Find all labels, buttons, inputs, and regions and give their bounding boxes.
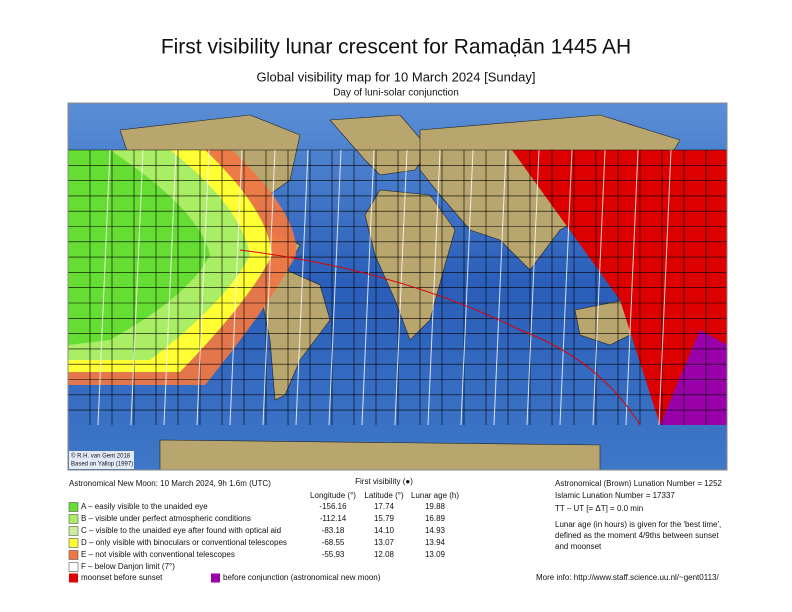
right-info: TT – UT [= ΔT] = 0.0 min <box>555 504 643 513</box>
legend-label: B – visible under perfect atmospheric co… <box>81 514 251 523</box>
meridian <box>658 149 672 426</box>
more-info: More info: http://www.staff.science.uu.n… <box>536 573 719 582</box>
legend-swatch <box>68 550 79 560</box>
credit: © R.H. van Gent 2018 <box>71 453 131 460</box>
meridian <box>229 149 243 426</box>
legend-label: C – visible to the unaided eye after fou… <box>81 526 281 535</box>
legend-label: F – below Danjon limit (7°) <box>81 562 175 571</box>
note: defined as the moment 4/9ths between sun… <box>555 531 719 540</box>
legend: A – easily visible to the unaided eye -15… <box>68 502 446 583</box>
legend-value: -68.55 <box>322 538 345 547</box>
meridian <box>163 149 177 426</box>
legend-label: D – only visible with binoculars or conv… <box>81 538 287 547</box>
legend-value: -112.14 <box>320 514 347 523</box>
meridian <box>97 149 111 426</box>
meridian <box>196 149 210 426</box>
legend-value: 12.08 <box>374 550 395 559</box>
note: and moonset <box>555 542 602 551</box>
legend-label: moonset before sunset <box>81 573 163 582</box>
meridian <box>361 149 375 426</box>
new-moon: Astronomical New Moon: 10 March 2024, 9h… <box>69 479 271 488</box>
legend-value: -156.16 <box>319 502 347 511</box>
note: Lunar age (in hours) is given for the 'b… <box>555 520 721 529</box>
legend-label: E – not visible with conventional telesc… <box>81 550 235 559</box>
title: First visibility lunar crescent for Rama… <box>161 36 631 59</box>
map: © R.H. van Gent 2018 Based on Yallop (19… <box>67 102 728 471</box>
legend-swatch <box>68 526 79 536</box>
meridian <box>427 149 441 426</box>
meridian <box>592 149 606 426</box>
meridian <box>328 149 342 426</box>
legend-value: 13.09 <box>425 550 446 559</box>
legend-value: -83.18 <box>322 526 345 535</box>
legend-value: 14.10 <box>374 526 395 535</box>
meridian <box>394 149 408 426</box>
meridian <box>493 149 507 426</box>
meridian <box>295 149 309 426</box>
legend-swatch <box>211 573 220 583</box>
col-header: Longitude (°) <box>310 491 356 500</box>
legend-swatch <box>68 562 79 572</box>
legend-swatch <box>68 502 79 512</box>
legend-value: 13.94 <box>425 538 446 547</box>
legend-label: A – easily visible to the unaided eye <box>81 502 208 511</box>
right-info: Astronomical (Brown) Lunation Number = 1… <box>555 479 723 488</box>
caption: Day of luni-solar conjunction <box>333 88 459 99</box>
meridian <box>526 149 540 426</box>
legend-value: 16.89 <box>425 514 446 523</box>
credit: Based on Yallop (1997) <box>71 462 133 468</box>
legend-value: -55.93 <box>322 550 345 559</box>
meridian <box>262 149 276 426</box>
meridian <box>460 149 474 426</box>
legend-swatch <box>68 514 79 524</box>
meridian <box>559 149 573 426</box>
first-visibility: First visibility (●) <box>355 477 413 486</box>
meridian <box>130 149 144 426</box>
legend-swatch <box>69 573 78 583</box>
legend-value: 14.93 <box>425 526 446 535</box>
legend-value: 17.74 <box>374 502 395 511</box>
legend-value: 13.07 <box>374 538 395 547</box>
subtitle: Global visibility map for 10 March 2024 … <box>257 69 536 84</box>
meridian <box>625 149 639 426</box>
legend-value: 15.79 <box>374 514 395 523</box>
right-info: Islamic Lunation Number = 17337 <box>555 491 675 500</box>
legend-value: 19.88 <box>425 502 446 511</box>
legend-label: before conjunction (astronomical new moo… <box>223 573 381 582</box>
col-header: Latitude (°) <box>364 491 404 500</box>
legend-swatch <box>68 538 79 548</box>
col-header: Lunar age (h) <box>411 491 459 500</box>
